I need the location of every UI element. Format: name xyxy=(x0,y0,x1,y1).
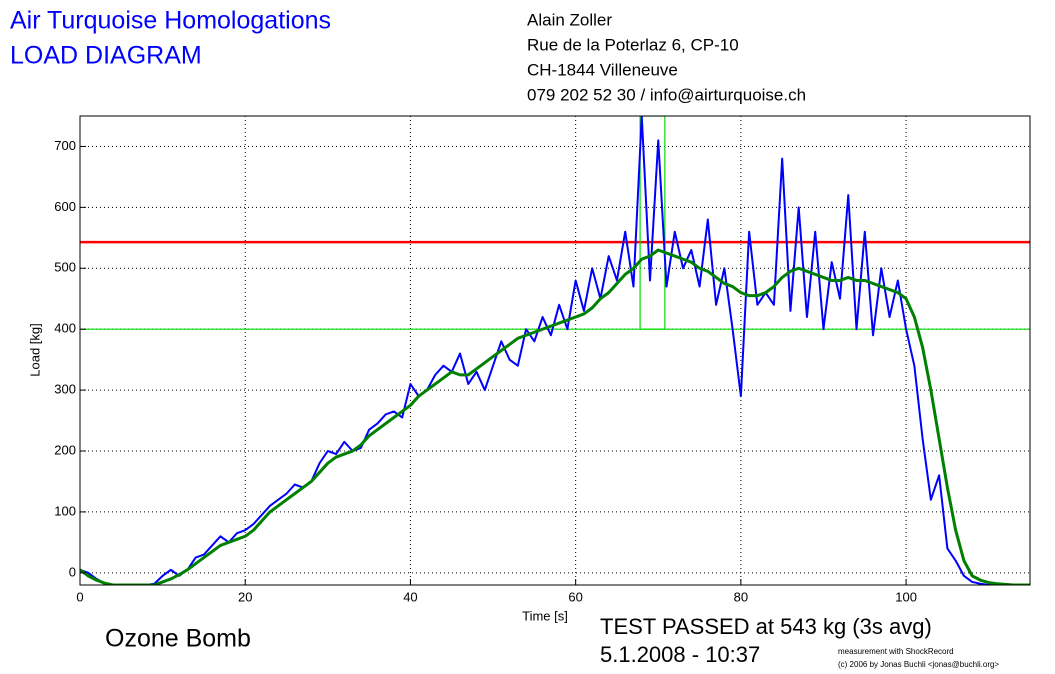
credit: (c) 2006 by Jonas Buchli <jonas@buchli.o… xyxy=(838,660,999,669)
credit: measurement with ShockRecord xyxy=(838,647,954,656)
plot-area xyxy=(80,116,1030,585)
x-tick-label: 100 xyxy=(895,589,917,604)
x-axis-label: Time [s] xyxy=(522,608,568,623)
averaging-window xyxy=(639,116,666,330)
x-tick-label: 80 xyxy=(734,589,748,604)
y-axis-label: Load [kg] xyxy=(27,323,42,377)
y-tick-label: 400 xyxy=(54,321,76,336)
x-tick-label: 20 xyxy=(238,589,252,604)
y-tick-label: 300 xyxy=(54,382,76,397)
series-line xyxy=(80,248,1030,585)
x-tick-label: 0 xyxy=(76,589,83,604)
test-name: Ozone Bomb xyxy=(105,625,251,653)
y-tick-label: 700 xyxy=(54,138,76,153)
y-tick-label: 100 xyxy=(54,503,76,518)
address-line: CH-1844 Villeneuve xyxy=(527,60,678,79)
plot-frame xyxy=(79,115,1031,586)
series-line xyxy=(80,116,1030,585)
y-tick-label: 600 xyxy=(54,199,76,214)
header-title: Air Turquoise Homologations xyxy=(10,7,331,35)
plot xyxy=(80,116,1030,585)
axes: 0 20 40 60 80 100 0 100 200 300 400 500 600 700 xyxy=(54,138,917,605)
y-tick-label: 500 xyxy=(54,260,76,275)
y-tick-label: 0 xyxy=(69,564,76,579)
address-line: 079 202 52 30 / info@airturquoise.ch xyxy=(527,85,806,104)
test-date: 5.1.2008 - 10:37 xyxy=(600,642,760,667)
x-tick-label: 40 xyxy=(403,589,417,604)
address-line: Alain Zoller xyxy=(527,10,612,29)
header-subtitle: LOAD DIAGRAM xyxy=(10,42,202,70)
x-tick-label: 60 xyxy=(568,589,582,604)
test-result: TEST PASSED at 543 kg (3s avg) xyxy=(600,614,932,639)
y-tick-label: 200 xyxy=(54,442,76,457)
address-line: Rue de la Poterlaz 6, CP-10 xyxy=(527,35,739,54)
